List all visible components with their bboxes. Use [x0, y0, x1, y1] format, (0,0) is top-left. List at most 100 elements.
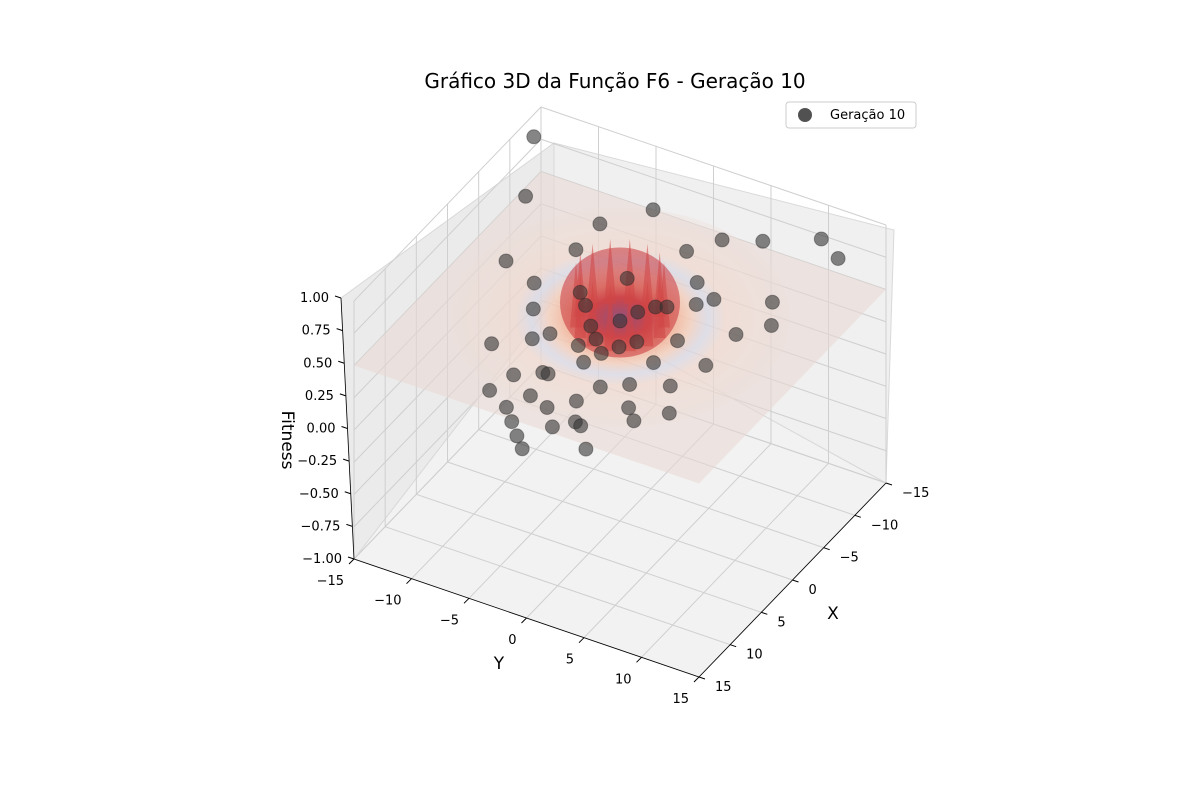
z-tick-mark	[346, 523, 353, 527]
floor-gridline-y	[641, 462, 829, 658]
data-point	[626, 413, 642, 429]
y-tick-label: −5	[440, 613, 459, 628]
data-point	[568, 393, 584, 409]
data-point	[592, 379, 608, 395]
y-tick-label: 0	[508, 633, 516, 648]
x-tick-label: 15	[715, 680, 732, 695]
data-point	[506, 367, 522, 383]
data-point	[524, 331, 540, 347]
x-tick-mark	[761, 611, 768, 615]
x-tick-label: 5	[777, 615, 785, 630]
x-ticks: −15 −10 −5 0 5 10 15	[698, 482, 929, 695]
data-point	[518, 188, 534, 204]
data-point	[592, 216, 608, 232]
data-point	[728, 327, 744, 342]
data-point	[583, 318, 599, 334]
z-tick-mark	[334, 295, 342, 299]
surface-spike	[604, 238, 617, 304]
data-point	[539, 400, 555, 415]
y-tick-label: 10	[615, 672, 632, 687]
data-point	[629, 334, 645, 350]
surface-spike	[641, 281, 654, 347]
data-point	[525, 301, 541, 317]
data-point	[688, 297, 704, 312]
data-point	[763, 318, 779, 333]
x-tick-label: −5	[840, 551, 859, 566]
legend: Geração 10	[785, 101, 917, 129]
data-point	[588, 331, 604, 347]
y-tick-mark	[521, 617, 527, 624]
surface-spike	[623, 238, 636, 304]
z-axis-label: Fitness	[277, 411, 297, 470]
x-tick-label: 10	[746, 648, 763, 663]
data-point	[576, 354, 592, 370]
y-tick-label: 5	[566, 653, 574, 668]
data-point	[593, 345, 609, 361]
data-point	[504, 414, 520, 430]
x-tick-label: −15	[902, 486, 929, 501]
surface-spike	[604, 286, 617, 352]
y-tick-mark	[578, 637, 585, 644]
x-tick-label: 0	[809, 583, 817, 598]
data-point	[544, 419, 560, 435]
y-axis-label: Y	[493, 654, 505, 674]
z-tick-label: −0.25	[297, 454, 337, 469]
z-tick-mark	[338, 360, 345, 364]
data-point	[662, 378, 678, 394]
y-tick-mark	[636, 656, 642, 663]
z-tick-mark	[336, 328, 343, 332]
data-point	[482, 382, 498, 398]
data-point	[670, 333, 685, 349]
z-tick-mark	[342, 458, 350, 462]
x-tick-mark	[730, 644, 737, 648]
z-tick-mark	[344, 491, 351, 495]
wall-gridline-horizontal	[353, 138, 887, 334]
data-point	[679, 243, 695, 259]
data-point	[661, 405, 677, 421]
data-point	[706, 291, 722, 307]
data-point	[698, 357, 714, 373]
data-point	[570, 338, 586, 353]
y-tick-mark	[463, 597, 470, 604]
data-point	[484, 336, 500, 352]
data-point	[621, 400, 637, 416]
surface-spike	[623, 286, 636, 352]
data-point	[764, 294, 780, 310]
data-point	[498, 253, 514, 269]
data-point	[540, 366, 556, 382]
data-point	[572, 284, 588, 300]
data-point	[622, 377, 638, 392]
data-point	[659, 299, 675, 315]
data-point	[645, 202, 661, 218]
data-point	[612, 313, 628, 329]
wall-gridline-horizontal	[353, 106, 887, 302]
data-point	[573, 418, 589, 434]
z-tick-label: 1.00	[300, 291, 329, 306]
z-tick-mark	[341, 426, 348, 429]
chart-title: Gráfico 3D da Função F6 - Geração 10	[424, 69, 805, 93]
data-point	[514, 441, 530, 457]
y-ticks: −15 −10 −5 0 5 10 15	[317, 558, 700, 707]
z-tick-label: −0.50	[299, 487, 339, 502]
data-point	[630, 304, 646, 320]
data-point	[813, 231, 829, 247]
z-tick-label: −1.00	[302, 552, 342, 567]
x-tick-mark	[885, 482, 893, 486]
data-point	[578, 441, 594, 457]
data-point	[568, 242, 584, 258]
data-point	[830, 251, 846, 266]
z-tick-label: −0.75	[301, 519, 341, 534]
x-tick-mark	[823, 547, 830, 551]
x-tick-mark	[792, 579, 799, 583]
data-point	[522, 388, 538, 404]
data-point	[498, 399, 514, 415]
z-tick-label: 0.00	[307, 422, 336, 437]
y-tick-label: 15	[672, 692, 689, 707]
x-axis-label: X	[827, 604, 839, 624]
data-point	[509, 428, 525, 444]
z-tick-mark	[339, 393, 347, 397]
data-point	[611, 339, 627, 355]
z-tick-label: 0.25	[305, 389, 334, 404]
x-tick-mark	[854, 514, 861, 518]
